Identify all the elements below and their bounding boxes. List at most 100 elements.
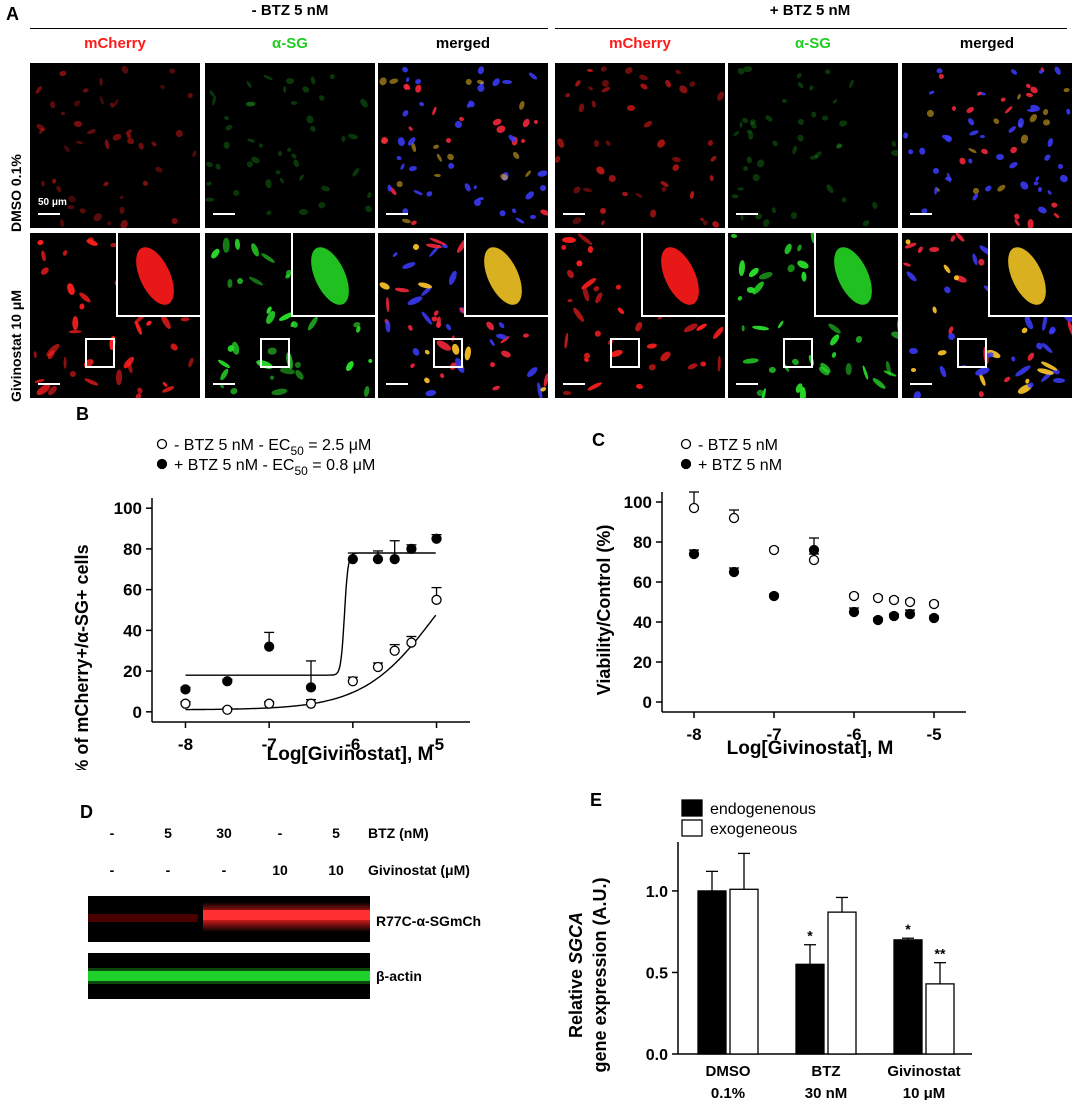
cell-mark: [283, 85, 287, 94]
cell-mark: [861, 365, 870, 381]
cell-mark: [738, 121, 743, 128]
cell-mark: [112, 132, 123, 142]
cell-mark: [1028, 218, 1035, 228]
cell-mark: [340, 135, 346, 143]
cell-mark: [495, 125, 507, 135]
channel-label-merged-2: merged: [959, 35, 1015, 52]
cell-mark: [978, 390, 985, 398]
panel-label-d: D: [80, 802, 93, 822]
cell-mark: [500, 348, 512, 358]
cell-mark: [796, 80, 805, 90]
cell-mark: [473, 185, 478, 191]
cell-mark: [170, 217, 178, 225]
data-point: [389, 645, 400, 656]
cell-mark: [66, 282, 77, 297]
cell-mark: [1034, 175, 1040, 181]
cell-mark: [71, 316, 79, 331]
legend-swatch: [681, 799, 703, 817]
category-label: BTZ: [811, 1063, 840, 1080]
cell-mark: [996, 153, 1005, 161]
cell-mark: [446, 161, 456, 171]
cell-mark: [1042, 108, 1050, 117]
cell-mark: [539, 385, 547, 393]
blot-actin: [88, 953, 370, 999]
cell-mark: [286, 147, 292, 153]
cell-mark: [463, 182, 473, 194]
cell-mark: [445, 137, 452, 144]
cell-mark: [232, 189, 240, 198]
y-tick-label: 60: [633, 573, 652, 592]
cell-mark: [169, 67, 176, 74]
bar: [925, 983, 955, 1055]
chart-c-ylabel: Viability/Control (%): [594, 525, 614, 696]
cell-mark: [55, 184, 63, 194]
cell-mark: [135, 392, 143, 398]
zoom-box: [433, 338, 463, 368]
cell-mark: [821, 115, 829, 121]
data-point: [848, 606, 860, 618]
cell-mark: [648, 363, 657, 372]
cell-mark: [343, 359, 355, 373]
cell-mark: [577, 102, 586, 112]
cell-mark: [292, 158, 301, 169]
panel-label-e: E: [590, 790, 603, 810]
cell-mark: [523, 333, 530, 339]
cell-mark: [756, 158, 766, 169]
cell-mark: [590, 100, 597, 109]
cell-mark: [397, 136, 406, 147]
cell-mark: [394, 287, 410, 293]
cell-mark: [781, 98, 788, 104]
cell-mark: [347, 132, 358, 140]
blot-actin-bands: [88, 968, 370, 984]
cell-mark: [809, 154, 819, 161]
data-point: [904, 608, 916, 620]
cell-mark: [271, 387, 289, 397]
cell-mark: [910, 368, 917, 373]
cell-mark: [491, 384, 501, 392]
cell-mark: [933, 186, 938, 195]
legend-marker: [680, 438, 692, 450]
cell-mark: [688, 80, 696, 88]
cell-mark: [746, 156, 753, 164]
data-point: [768, 590, 780, 602]
micrograph-r1-c4: [555, 63, 725, 228]
cell-mark: [142, 179, 150, 187]
category-label: DMSO: [706, 1063, 751, 1080]
cell-mark: [1027, 108, 1037, 113]
btz-lane-value: -: [109, 825, 115, 841]
cell-mark: [741, 165, 749, 173]
cell-mark: [659, 349, 673, 363]
cell-mark: [903, 131, 909, 139]
cell-mark: [926, 108, 936, 119]
data-point: [406, 637, 417, 648]
cell-mark: [848, 78, 855, 89]
data-point: [808, 544, 820, 556]
givinostat-lane-value: 10: [328, 862, 344, 878]
blot-r77c-bands: [88, 902, 370, 932]
cell-mark: [454, 120, 463, 129]
cell-mark: [1008, 145, 1018, 155]
cell-mark: [362, 385, 370, 398]
btz-row-label: BTZ (nM): [368, 825, 429, 841]
cell-mark: [378, 76, 388, 87]
micrograph-r2-c2: [205, 233, 375, 398]
cell-mark: [317, 94, 327, 103]
cell-mark: [400, 66, 409, 74]
cell-mark: [769, 366, 777, 373]
y-tick-label: 1.0: [646, 884, 668, 901]
data-point: [728, 566, 740, 578]
cell-mark: [739, 214, 744, 221]
cell-mark: [842, 196, 847, 203]
cell-mark: [412, 189, 423, 197]
cell-mark: [51, 178, 57, 184]
cell-mark: [49, 100, 56, 109]
cell-mark: [827, 322, 842, 336]
cell-mark: [953, 275, 959, 281]
cell-mark: [570, 306, 586, 324]
cell-mark: [60, 111, 66, 116]
cell-mark: [104, 139, 111, 150]
cell-mark: [410, 219, 418, 226]
bar: [729, 888, 759, 1055]
data-point: [347, 553, 358, 565]
significance-mark: *: [905, 921, 911, 937]
